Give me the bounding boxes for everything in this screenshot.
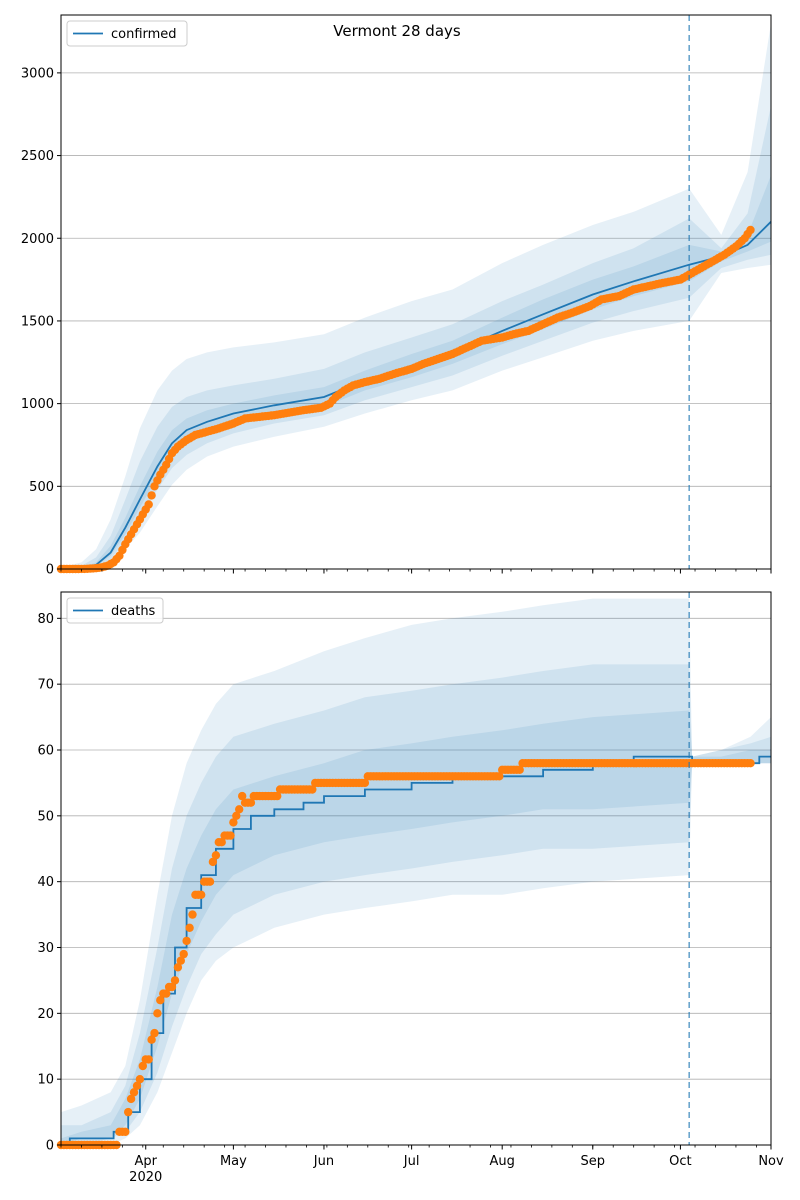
- observed-point: [211, 851, 221, 860]
- y-tick-label: 60: [37, 744, 54, 759]
- x-tick-label: Sep: [581, 1154, 606, 1169]
- observed-point: [746, 759, 755, 768]
- observed-point: [495, 772, 504, 781]
- observed-point: [208, 857, 218, 867]
- observed-point: [217, 838, 226, 847]
- observed-point: [746, 225, 755, 235]
- y-tick-label: 500: [29, 480, 54, 495]
- x-tick-label: Apr: [134, 1154, 157, 1169]
- x-tick-label: Jun: [313, 1154, 334, 1169]
- observed-point: [308, 785, 317, 794]
- observed-point: [273, 791, 282, 801]
- observed-point: [132, 1081, 142, 1091]
- y-tick-label: 0: [46, 1139, 54, 1154]
- observed-point: [238, 791, 247, 801]
- observed-point: [360, 778, 370, 788]
- observed-point: [126, 1094, 136, 1104]
- observed-point: [246, 798, 256, 807]
- observed-point: [156, 996, 165, 1005]
- observed-point: [226, 831, 235, 840]
- observed-point: [235, 805, 244, 814]
- observed-point: [176, 956, 185, 965]
- observed-point: [173, 963, 183, 972]
- model-line: [60, 221, 772, 570]
- y-tick-label: 30: [37, 941, 54, 956]
- observed-point: [232, 811, 241, 820]
- observed-point: [170, 976, 180, 985]
- uncertainty-band-middle: [61, 106, 771, 569]
- axes-frame: [60, 591, 772, 1146]
- legend-box: [66, 597, 164, 624]
- observed-point: [188, 910, 197, 919]
- confirmed-panel: 0 500 1000 1500 2000 2500 3000 confirmed: [21, 14, 772, 578]
- observed-point: [167, 982, 177, 992]
- observed-point: [135, 1075, 145, 1084]
- uncertainty-band-middle: [61, 664, 771, 1145]
- observed-point: [144, 1055, 153, 1064]
- observed-point: [147, 1035, 156, 1044]
- legend-box: [66, 20, 188, 47]
- y-tick-label: 80: [37, 612, 54, 627]
- y-tick-label: 70: [37, 678, 54, 693]
- observed-point: [150, 1028, 159, 1038]
- observed-point: [147, 491, 156, 500]
- x-tick-label: Nov: [758, 1154, 784, 1169]
- uncertainty-band-outer: [61, 598, 771, 1145]
- observed-point: [138, 1061, 147, 1071]
- y-tick-label: 2500: [21, 149, 54, 164]
- observed-point: [515, 765, 524, 774]
- y-tick-label: 50: [37, 809, 54, 824]
- x-tick-label: May: [220, 1154, 247, 1169]
- x-tick-label: Jul: [403, 1154, 420, 1169]
- observed-point: [162, 989, 171, 998]
- observed-point: [185, 923, 194, 932]
- y-tick-label: 20: [37, 1007, 54, 1022]
- uncertainty-band-outer: [61, 23, 771, 570]
- x-tick-label: Oct: [669, 1154, 691, 1169]
- observed-point: [121, 1127, 130, 1137]
- observed-point: [129, 1088, 139, 1097]
- legend-label: confirmed: [111, 27, 177, 42]
- x-year-label: 2020: [129, 1170, 162, 1185]
- chart-title: Vermont 28 days: [333, 22, 461, 40]
- y-tick-label: 1000: [21, 397, 54, 412]
- observed-point: [197, 890, 206, 899]
- legend: confirmed: [66, 20, 188, 47]
- observed-point: [182, 936, 191, 946]
- observed-point: [229, 818, 238, 827]
- observed-point: [205, 877, 215, 886]
- y-tick-label: 0: [46, 563, 54, 578]
- observed-point: [144, 500, 153, 509]
- legend-label: deaths: [111, 604, 156, 619]
- axes-frame: [60, 14, 772, 570]
- y-tick-label: 2000: [21, 232, 54, 247]
- y-tick-label: 10: [37, 1073, 54, 1088]
- observed-point: [153, 1009, 162, 1018]
- legend: deaths: [66, 597, 164, 624]
- uncertainty-band-inner: [61, 175, 771, 569]
- y-tick-label: 1500: [21, 314, 54, 329]
- deaths-panel: 0 10 20 30 40 50 60 70 80 Apr May Jun Jul Aug Sep Oct No…: [37, 591, 784, 1185]
- y-tick-label: 3000: [21, 66, 54, 81]
- observed-point: [124, 1107, 133, 1117]
- observed-point: [179, 949, 188, 959]
- y-tick-label: 40: [37, 875, 54, 890]
- x-tick-label: Aug: [489, 1154, 514, 1169]
